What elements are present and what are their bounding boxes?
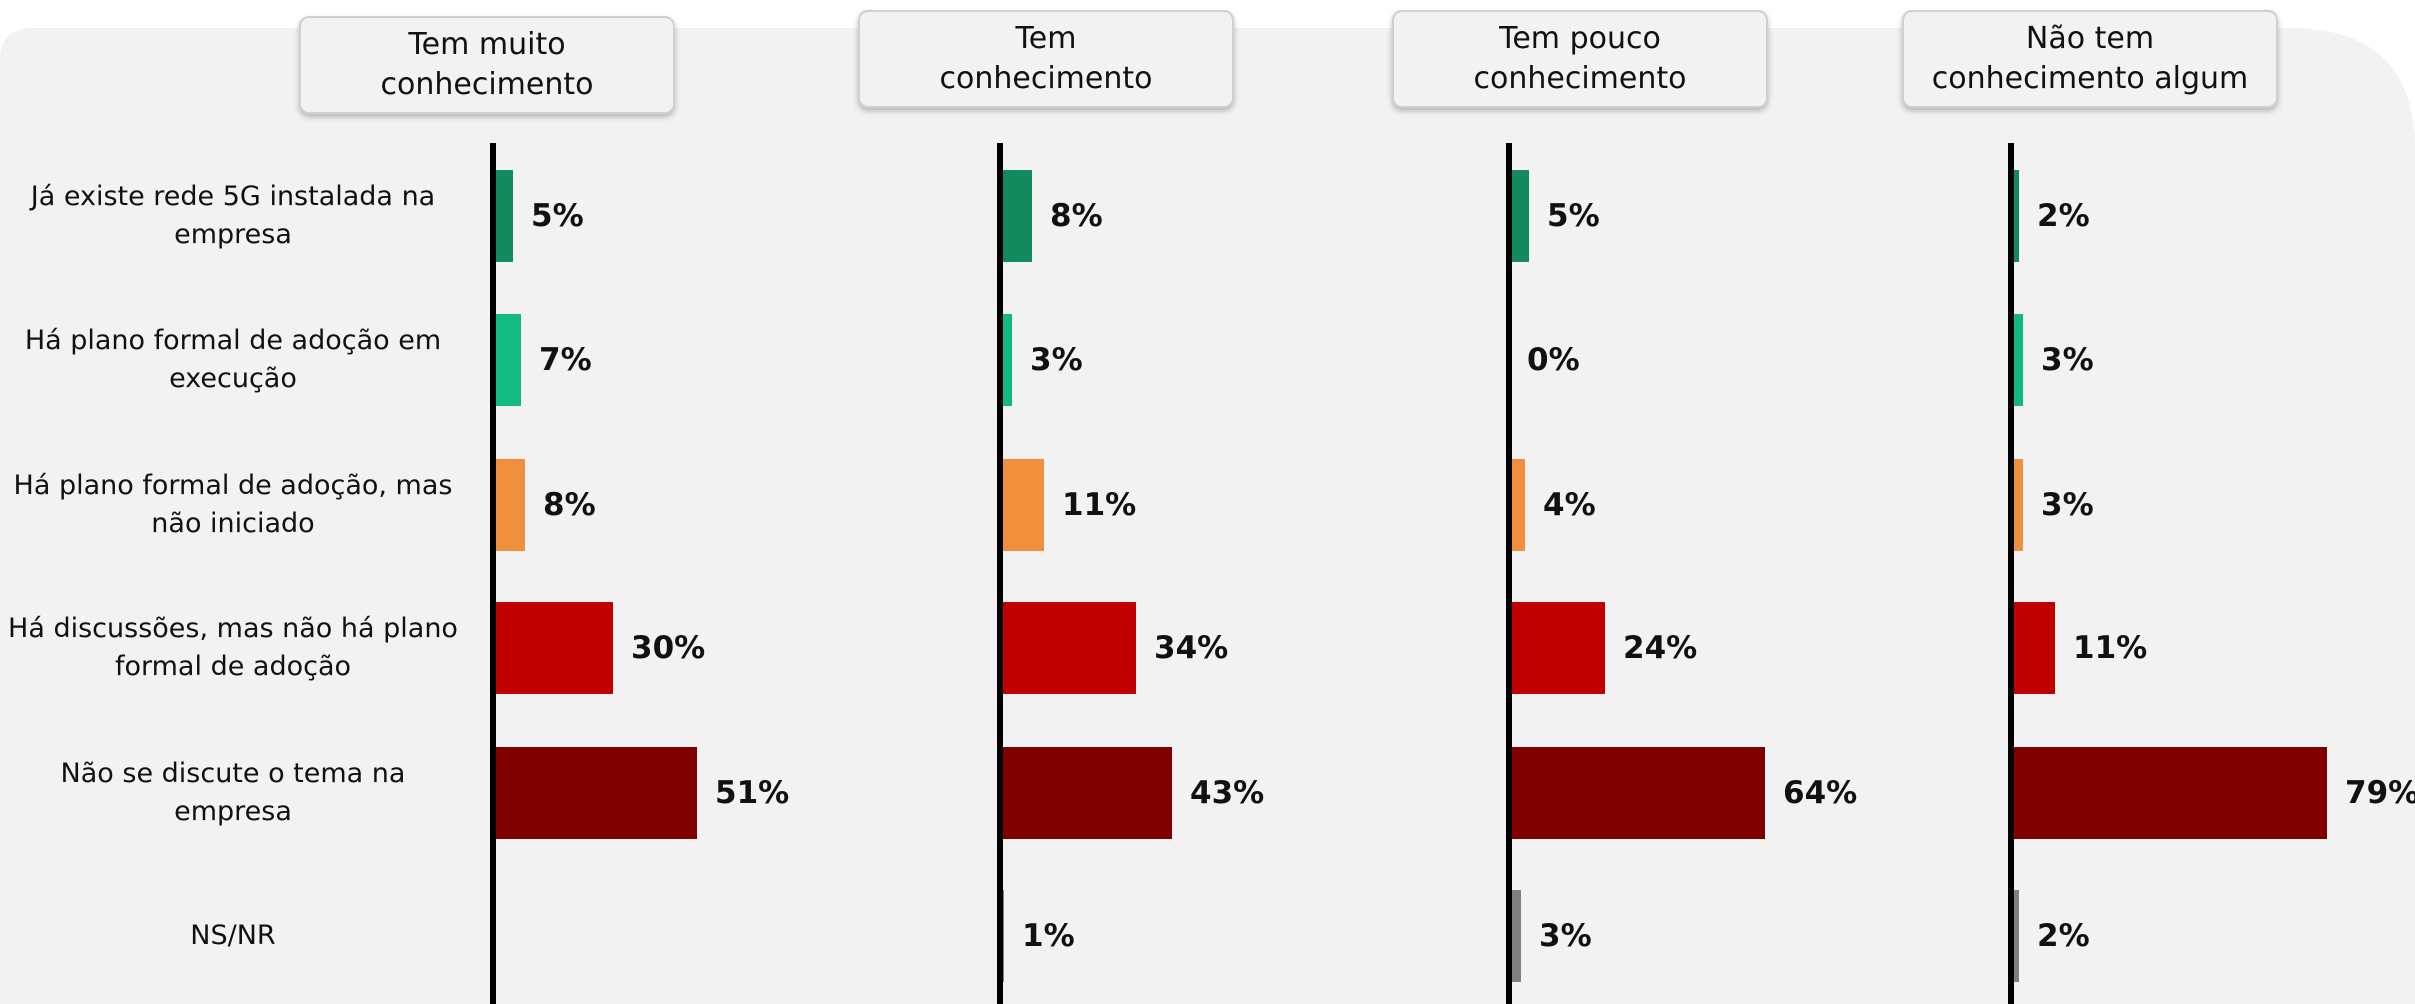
- value-label: 79%: [2345, 775, 2415, 811]
- category-label: Há plano formal de adoção em execução: [24, 325, 442, 394]
- value-label: 51%: [715, 775, 790, 811]
- bar: [1509, 170, 1529, 262]
- bar: [2011, 602, 2055, 694]
- value-label: 30%: [631, 630, 706, 666]
- bar: [493, 314, 521, 406]
- bar: [1509, 602, 1605, 694]
- value-label: 5%: [1547, 198, 1600, 234]
- value-label: 7%: [539, 342, 592, 378]
- bar: [493, 170, 513, 262]
- value-label: 2%: [2037, 918, 2090, 954]
- value-label: 43%: [1190, 775, 1265, 811]
- value-label: 11%: [2073, 630, 2148, 666]
- value-label: 3%: [2041, 342, 2094, 378]
- bar: [2011, 747, 2327, 839]
- bar: [1509, 747, 1765, 839]
- bar: [493, 459, 525, 551]
- value-label: 2%: [2037, 198, 2090, 234]
- value-label: 0%: [1527, 342, 1580, 378]
- category-label: Há discussões, mas não há plano formal d…: [8, 613, 458, 682]
- value-label: 64%: [1783, 775, 1858, 811]
- value-label: 3%: [1030, 342, 1083, 378]
- value-label: 3%: [1539, 918, 1592, 954]
- panel-header: Tem conhecimento: [858, 10, 1234, 108]
- bar: [1509, 459, 1525, 551]
- bar: [1000, 747, 1172, 839]
- panel-header: Tem pouco conhecimento: [1392, 10, 1768, 108]
- category-label: Já existe rede 5G instalada na empresa: [30, 181, 436, 250]
- value-label: 8%: [1050, 198, 1103, 234]
- category-label: Há plano formal de adoção, mas não inici…: [13, 470, 453, 539]
- value-label: 4%: [1543, 487, 1596, 523]
- value-label: 8%: [543, 487, 596, 523]
- value-label: 24%: [1623, 630, 1698, 666]
- bar: [1000, 602, 1136, 694]
- category-label: NS/NR: [190, 920, 276, 951]
- category-label: Não se discute o tema na empresa: [60, 758, 406, 827]
- value-label: 34%: [1154, 630, 1229, 666]
- value-label: 3%: [2041, 487, 2094, 523]
- bar: [2011, 170, 2019, 262]
- bar: [493, 747, 697, 839]
- value-label: 11%: [1062, 487, 1137, 523]
- bar: [1000, 170, 1032, 262]
- value-label: 1%: [1022, 918, 1075, 954]
- bar: [2011, 890, 2019, 982]
- panel-header: Tem muito conhecimento: [299, 16, 675, 114]
- bar: [1000, 459, 1044, 551]
- panel-header: Não tem conhecimento algum: [1902, 10, 2278, 108]
- bar: [493, 602, 613, 694]
- value-label: 5%: [531, 198, 584, 234]
